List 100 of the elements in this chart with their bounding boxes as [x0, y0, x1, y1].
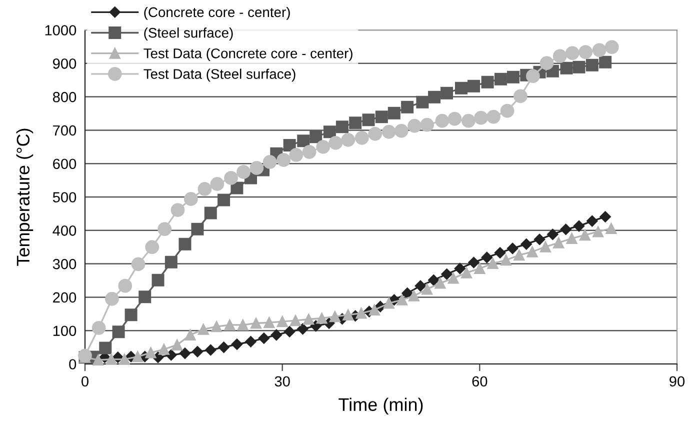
point	[210, 177, 224, 191]
point	[560, 224, 572, 236]
point	[592, 226, 604, 238]
point	[145, 347, 156, 358]
legend-label: Test Data (Concrete core - center)	[144, 48, 352, 62]
point	[420, 118, 434, 132]
point	[118, 278, 132, 293]
x-tick-label: 90	[670, 376, 685, 387]
y-tick-label: 900	[53, 58, 76, 69]
point	[455, 82, 468, 94]
point	[394, 124, 408, 138]
point	[224, 171, 238, 185]
point	[514, 250, 525, 261]
point	[565, 46, 580, 60]
point	[290, 315, 302, 326]
x-tick-label: 30	[274, 376, 290, 387]
point	[270, 329, 282, 341]
point	[462, 114, 476, 128]
point	[172, 339, 183, 351]
point	[191, 222, 204, 236]
point	[145, 240, 160, 254]
point	[106, 354, 117, 365]
y-tick-label: 800	[52, 92, 76, 102]
y-tick-label: 500	[52, 192, 76, 202]
point	[211, 321, 222, 332]
point	[514, 89, 528, 104]
point	[184, 192, 198, 206]
point	[468, 256, 480, 268]
point	[205, 344, 216, 356]
point	[428, 274, 440, 286]
point	[526, 69, 540, 84]
point	[218, 342, 230, 353]
point	[138, 290, 152, 304]
point	[486, 110, 500, 124]
legend-label: (Steel surface)	[144, 28, 233, 40]
point	[474, 110, 488, 125]
point	[526, 246, 538, 258]
point	[506, 70, 520, 84]
point	[553, 237, 564, 248]
point	[264, 317, 275, 328]
point	[250, 318, 262, 329]
point	[302, 144, 316, 159]
point	[396, 294, 408, 306]
point	[566, 232, 578, 244]
point	[606, 222, 617, 234]
point	[316, 312, 328, 324]
point	[112, 326, 125, 338]
point	[494, 72, 507, 86]
point	[356, 308, 367, 319]
point	[500, 254, 512, 266]
point	[132, 351, 144, 362]
point	[170, 203, 185, 217]
point	[435, 114, 450, 128]
point	[328, 136, 343, 150]
point	[342, 309, 354, 320]
point	[460, 267, 472, 278]
point	[329, 311, 341, 322]
y-tick-label: 100	[53, 326, 76, 336]
point	[604, 40, 619, 54]
point	[414, 280, 426, 292]
point	[158, 344, 170, 355]
y-tick-label: 1000	[45, 25, 76, 36]
y-tick-label: 400	[52, 226, 76, 236]
point	[600, 211, 611, 222]
point	[152, 274, 164, 286]
point	[579, 230, 590, 241]
point	[250, 160, 264, 175]
point	[586, 58, 598, 72]
point	[401, 100, 414, 114]
point	[236, 165, 250, 179]
point	[297, 134, 310, 148]
point	[534, 234, 546, 246]
point	[560, 62, 573, 74]
point	[383, 298, 394, 309]
point	[540, 241, 551, 252]
point	[237, 319, 248, 330]
point	[547, 228, 558, 240]
point	[192, 346, 204, 358]
point	[297, 323, 308, 335]
point	[448, 112, 462, 126]
point	[408, 290, 420, 302]
point	[124, 308, 138, 322]
point	[341, 132, 356, 147]
point	[323, 126, 336, 138]
point	[506, 242, 518, 254]
point	[303, 314, 314, 325]
point	[118, 354, 130, 365]
point	[454, 262, 466, 274]
point	[487, 258, 498, 270]
y-axis-title: Temperature (°C)	[16, 128, 34, 266]
point	[231, 338, 243, 350]
point	[284, 326, 296, 338]
y-tick-label: 300	[52, 258, 76, 270]
y-tick-label: 200	[53, 292, 76, 303]
point	[388, 106, 400, 120]
point	[416, 96, 429, 108]
point	[368, 304, 380, 316]
point	[362, 114, 375, 126]
point	[198, 182, 212, 196]
point	[467, 80, 480, 92]
